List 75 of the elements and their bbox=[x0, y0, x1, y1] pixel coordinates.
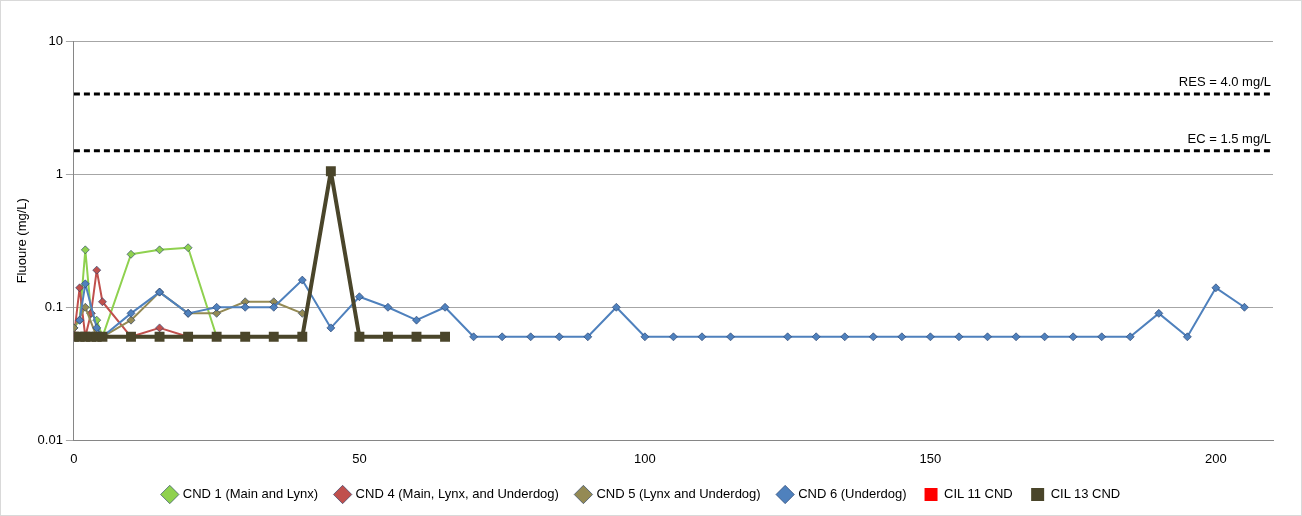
point bbox=[526, 332, 535, 342]
point bbox=[355, 292, 364, 302]
point bbox=[497, 332, 507, 342]
point bbox=[92, 265, 102, 275]
point bbox=[412, 315, 421, 325]
point bbox=[726, 332, 735, 342]
point bbox=[92, 323, 102, 333]
point bbox=[325, 166, 336, 177]
y-tick-label: 10 bbox=[48, 32, 63, 48]
y-axis-title: Fluoure (mg/L) bbox=[14, 198, 30, 284]
point bbox=[212, 302, 221, 312]
point bbox=[897, 332, 907, 342]
x-tick-label: 0 bbox=[70, 450, 78, 466]
legend-label: CND 1 (Main and Lynx) bbox=[182, 486, 319, 502]
x-tick-label: 50 bbox=[352, 450, 367, 466]
point bbox=[1125, 332, 1135, 342]
point bbox=[383, 302, 393, 312]
point bbox=[612, 302, 621, 312]
y-tick-label: 0.01 bbox=[37, 431, 63, 447]
point bbox=[298, 275, 307, 285]
point bbox=[354, 331, 365, 342]
point bbox=[583, 332, 593, 342]
point bbox=[98, 297, 107, 307]
x-tick-label: 100 bbox=[634, 450, 656, 466]
point bbox=[268, 331, 279, 342]
point bbox=[81, 279, 90, 289]
point bbox=[669, 332, 678, 342]
x-tick-label: 150 bbox=[919, 450, 942, 466]
legend-label: CND 5 (Lynx and Underdog) bbox=[596, 486, 761, 502]
point bbox=[926, 332, 935, 342]
point bbox=[411, 331, 422, 342]
point bbox=[840, 332, 850, 342]
point bbox=[640, 332, 650, 342]
legend-label: CIL 13 CND bbox=[1050, 486, 1121, 502]
point bbox=[440, 302, 450, 312]
y-tick-label: 0.1 bbox=[44, 298, 63, 314]
point bbox=[183, 243, 193, 253]
point bbox=[983, 332, 992, 342]
point bbox=[469, 332, 478, 342]
legend-label: CIL 11 CND bbox=[944, 486, 1013, 502]
point bbox=[1240, 302, 1249, 312]
point bbox=[126, 309, 136, 318]
point bbox=[126, 315, 136, 325]
point bbox=[81, 245, 90, 255]
point bbox=[269, 302, 279, 312]
point bbox=[383, 331, 393, 342]
point bbox=[326, 323, 336, 333]
point bbox=[1154, 309, 1164, 318]
legend-label: CND 6 (Underdog) bbox=[798, 486, 907, 502]
point bbox=[1040, 332, 1049, 342]
point bbox=[440, 331, 450, 342]
ref-line-label: EC = 1.5 mg/L bbox=[1187, 130, 1271, 146]
point bbox=[954, 332, 964, 342]
point bbox=[154, 331, 165, 342]
legend-label: CND 4 (Main, Lynx, and Underdog) bbox=[355, 486, 559, 502]
point bbox=[155, 245, 164, 255]
point bbox=[297, 331, 308, 342]
x-tick-label: 200 bbox=[1205, 450, 1227, 466]
y-tick-label: 1 bbox=[55, 165, 63, 181]
ref-line-label: RES = 4.0 mg/L bbox=[1178, 74, 1271, 90]
point bbox=[126, 249, 136, 259]
point bbox=[783, 332, 792, 342]
point bbox=[554, 332, 564, 342]
point bbox=[1211, 283, 1221, 293]
point bbox=[240, 302, 250, 312]
point bbox=[811, 332, 821, 342]
point bbox=[1011, 332, 1021, 342]
point bbox=[240, 331, 251, 342]
point bbox=[697, 332, 707, 342]
point bbox=[75, 283, 84, 293]
point bbox=[869, 332, 878, 342]
point bbox=[1183, 332, 1192, 342]
point bbox=[1097, 332, 1106, 342]
point bbox=[155, 323, 164, 333]
point bbox=[1068, 332, 1078, 342]
